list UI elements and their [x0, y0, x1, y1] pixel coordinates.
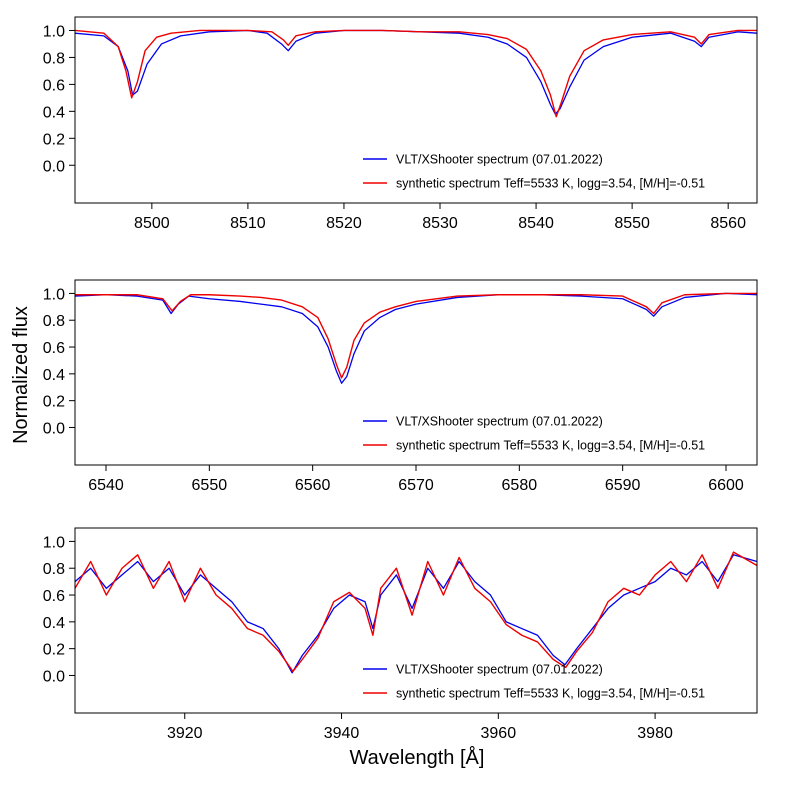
y-tick-label: 0.6 — [43, 77, 65, 94]
y-tick-label: 0.2 — [43, 394, 65, 411]
y-tick-label: 0.6 — [43, 588, 65, 605]
y-tick-label: 0.4 — [43, 104, 65, 121]
y-tick-label: 0.2 — [43, 131, 65, 148]
x-tick-label: 3920 — [167, 725, 203, 742]
y-tick-label: 1.0 — [43, 286, 65, 303]
spectrum-panel-1: 8500 8510 8520 8530 8540 8550 8560 0.0 0.2 0.4 0.6… — [43, 16, 758, 232]
x-tick-label: 8550 — [614, 215, 650, 232]
axes-frame — [74, 527, 758, 714]
observed-spectrum-line — [74, 554, 758, 674]
x-tick-label: 6600 — [708, 477, 744, 494]
x-tick-label: 8500 — [134, 215, 170, 232]
x-tick-label: 8530 — [422, 215, 458, 232]
x-tick-label: 6580 — [502, 477, 538, 494]
x-tick-label: 6540 — [88, 477, 124, 494]
y-tick-label: 1.0 — [43, 23, 65, 40]
y-tick-label: 1.0 — [43, 534, 65, 551]
spectrum-panel-2: 6540 6550 6560 6570 6580 6590 6600 0.0 0.2 0.4 0.6… — [43, 279, 758, 494]
legend-label-observed: VLT/XShooter spectrum (07.01.2022) — [396, 153, 603, 167]
y-tick-label: 0.0 — [43, 158, 65, 175]
y-tick-label: 0.8 — [43, 50, 65, 67]
y-axis-label: Normalized flux — [10, 306, 32, 444]
y-tick-label: 0.4 — [43, 615, 65, 632]
legend-label-synthetic: synthetic spectrum Teff=5533 K, logg=3.5… — [396, 177, 705, 191]
y-tick-label: 0.6 — [43, 340, 65, 357]
x-tick-label: 8520 — [326, 215, 362, 232]
y-tick-label: 0.4 — [43, 367, 65, 384]
y-tick-label: 0.0 — [43, 668, 65, 685]
legend-label-synthetic: synthetic spectrum Teff=5533 K, logg=3.5… — [396, 687, 705, 701]
y-tick-label: 0.0 — [43, 420, 65, 437]
x-tick-label: 8560 — [710, 215, 746, 232]
x-tick-label: 3980 — [637, 725, 673, 742]
legend: VLT/XShooter spectrum (07.01.2022) synthe… — [363, 153, 705, 191]
x-tick-label: 8510 — [230, 215, 266, 232]
x-tick-label: 6590 — [605, 477, 641, 494]
y-tick-label: 0.2 — [43, 642, 65, 659]
observed-spectrum-line — [74, 29, 758, 115]
observed-spectrum-line — [74, 292, 758, 384]
x-tick-label: 6550 — [192, 477, 228, 494]
y-tick-label: 0.8 — [43, 313, 65, 330]
x-axis-label: Wavelength [Å] — [350, 746, 485, 769]
axes-frame — [74, 279, 758, 466]
x-tick-label: 8540 — [518, 215, 554, 232]
synthetic-spectrum-line — [74, 29, 757, 118]
legend-label-observed: VLT/XShooter spectrum (07.01.2022) — [396, 415, 603, 429]
x-tick-label: 6570 — [398, 477, 434, 494]
legend-label-synthetic: synthetic spectrum Teff=5533 K, logg=3.5… — [396, 439, 705, 453]
axes-frame — [74, 16, 758, 204]
synthetic-spectrum-line — [75, 292, 757, 379]
y-tick-label: 0.8 — [43, 561, 65, 578]
legend: VLT/XShooter spectrum (07.01.2022) synthe… — [363, 415, 705, 453]
spectrum-panel-3: 3920 3940 3960 3980 0.0 0.2 0.4 0.6 0.8 1.0 VLT/XS… — [43, 527, 758, 742]
x-tick-label: 3960 — [481, 725, 517, 742]
legend-label-observed: VLT/XShooter spectrum (07.01.2022) — [396, 663, 603, 677]
x-tick-label: 3940 — [324, 725, 360, 742]
panels: 8500 8510 8520 8530 8540 8550 8560 0.0 0.2 0.4 0.6… — [43, 16, 758, 742]
synthetic-spectrum-line — [74, 551, 758, 673]
x-tick-label: 6560 — [295, 477, 331, 494]
legend: VLT/XShooter spectrum (07.01.2022) synthe… — [363, 663, 705, 701]
